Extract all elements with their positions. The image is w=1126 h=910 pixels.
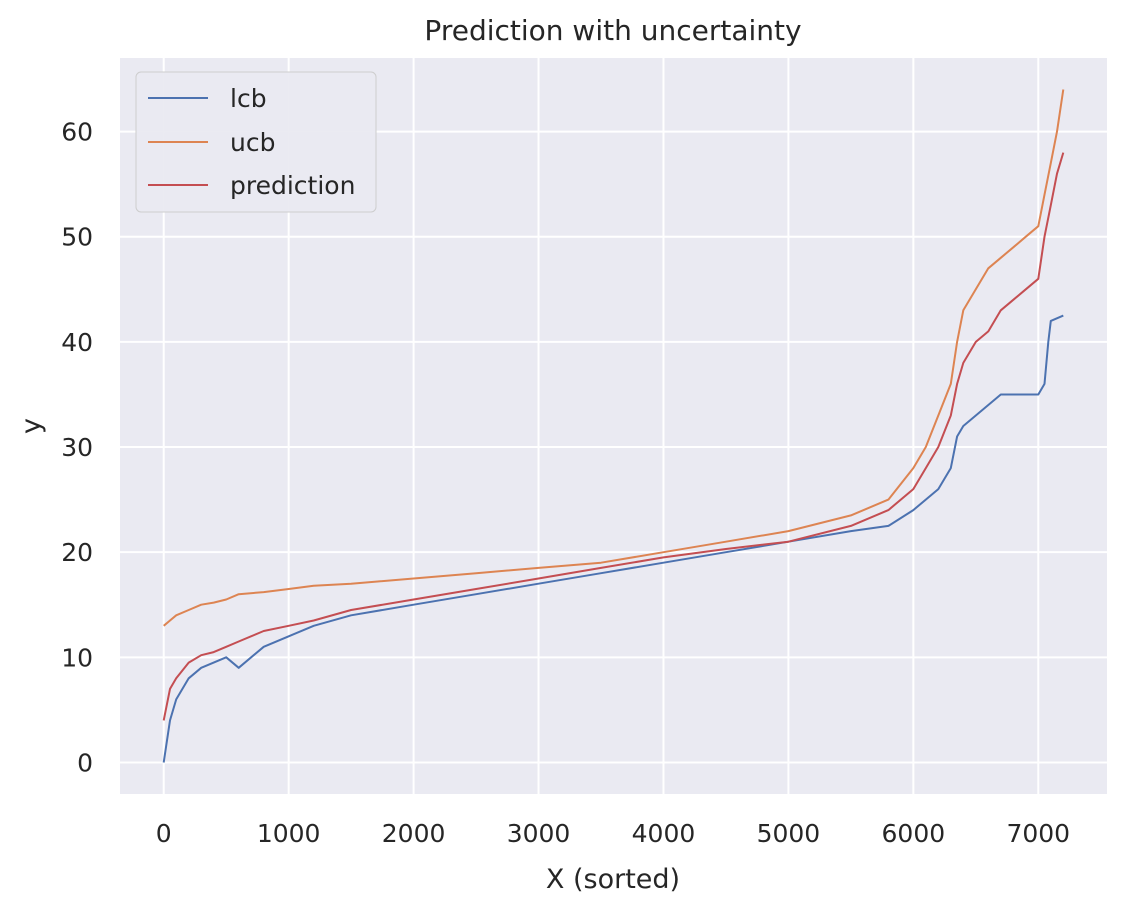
x-tick-label: 0 [156,819,172,848]
legend-label-lcb: lcb [230,84,267,113]
legend-label-prediction: prediction [230,171,355,200]
y-tick-label: 40 [61,328,93,357]
legend-label-ucb: ucb [230,128,275,157]
x-tick-label: 7000 [1006,819,1070,848]
x-tick-label: 4000 [632,819,696,848]
series-line-ucb [163,89,1065,627]
x-tick-label: 5000 [757,819,821,848]
y-tick-label: 20 [61,538,93,567]
x-tick-label: 6000 [882,819,946,848]
y-tick-label: 10 [61,643,93,672]
gridlines [120,58,1107,794]
x-tick-label: 3000 [507,819,571,848]
y-axis-label: y [16,418,47,434]
y-tick-label: 30 [61,433,93,462]
y-tick-label: 0 [77,748,93,777]
x-axis-label: X (sorted) [546,864,680,895]
y-tick-label: 60 [61,118,93,147]
legend-box [135,71,377,213]
series-line-prediction [162,152,1065,721]
y-tick-label: 50 [61,223,93,252]
x-tick-label: 2000 [382,819,446,848]
tick-labels: 0 1000 2000 3000 4000 5000 6000 7000 0 10 20 30 40 50… [61,118,1070,848]
legend: lcb ucb prediction [135,71,377,213]
series-lines [162,89,1065,763]
chart-title: Prediction with uncertainty [424,14,801,47]
x-tick-label: 1000 [257,819,321,848]
